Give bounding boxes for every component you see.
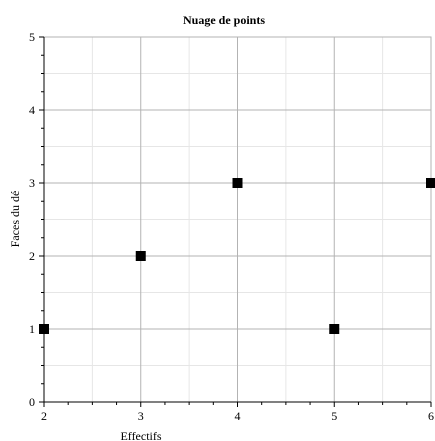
x-tick-label: 5 bbox=[331, 409, 337, 423]
x-tick-label: 2 bbox=[41, 409, 47, 423]
x-axis-label: Effectifs bbox=[120, 429, 161, 441]
y-tick-label: 4 bbox=[29, 103, 35, 117]
data-point bbox=[232, 178, 243, 188]
x-tick-label: 6 bbox=[428, 409, 434, 423]
x-tick-label: 3 bbox=[138, 409, 144, 423]
grid bbox=[43, 36, 432, 403]
axes bbox=[39, 36, 432, 407]
y-tick-label: 1 bbox=[29, 322, 35, 336]
data-point bbox=[135, 251, 146, 261]
tick-labels: 2 3 4 5 6 0 1 2 3 4 5 bbox=[29, 30, 434, 423]
y-tick-label: 2 bbox=[29, 249, 35, 263]
x-tick-label: 4 bbox=[235, 409, 241, 423]
data-point bbox=[39, 324, 49, 334]
y-tick-label: 3 bbox=[29, 176, 35, 190]
y-tick-label: 5 bbox=[29, 30, 35, 44]
chart-title: Nuage de points bbox=[183, 13, 265, 27]
y-tick-label: 0 bbox=[29, 395, 35, 409]
y-axis-label: Faces du dé bbox=[8, 191, 22, 248]
data-point bbox=[426, 178, 435, 188]
data-point bbox=[329, 324, 340, 334]
data-points bbox=[39, 178, 435, 334]
